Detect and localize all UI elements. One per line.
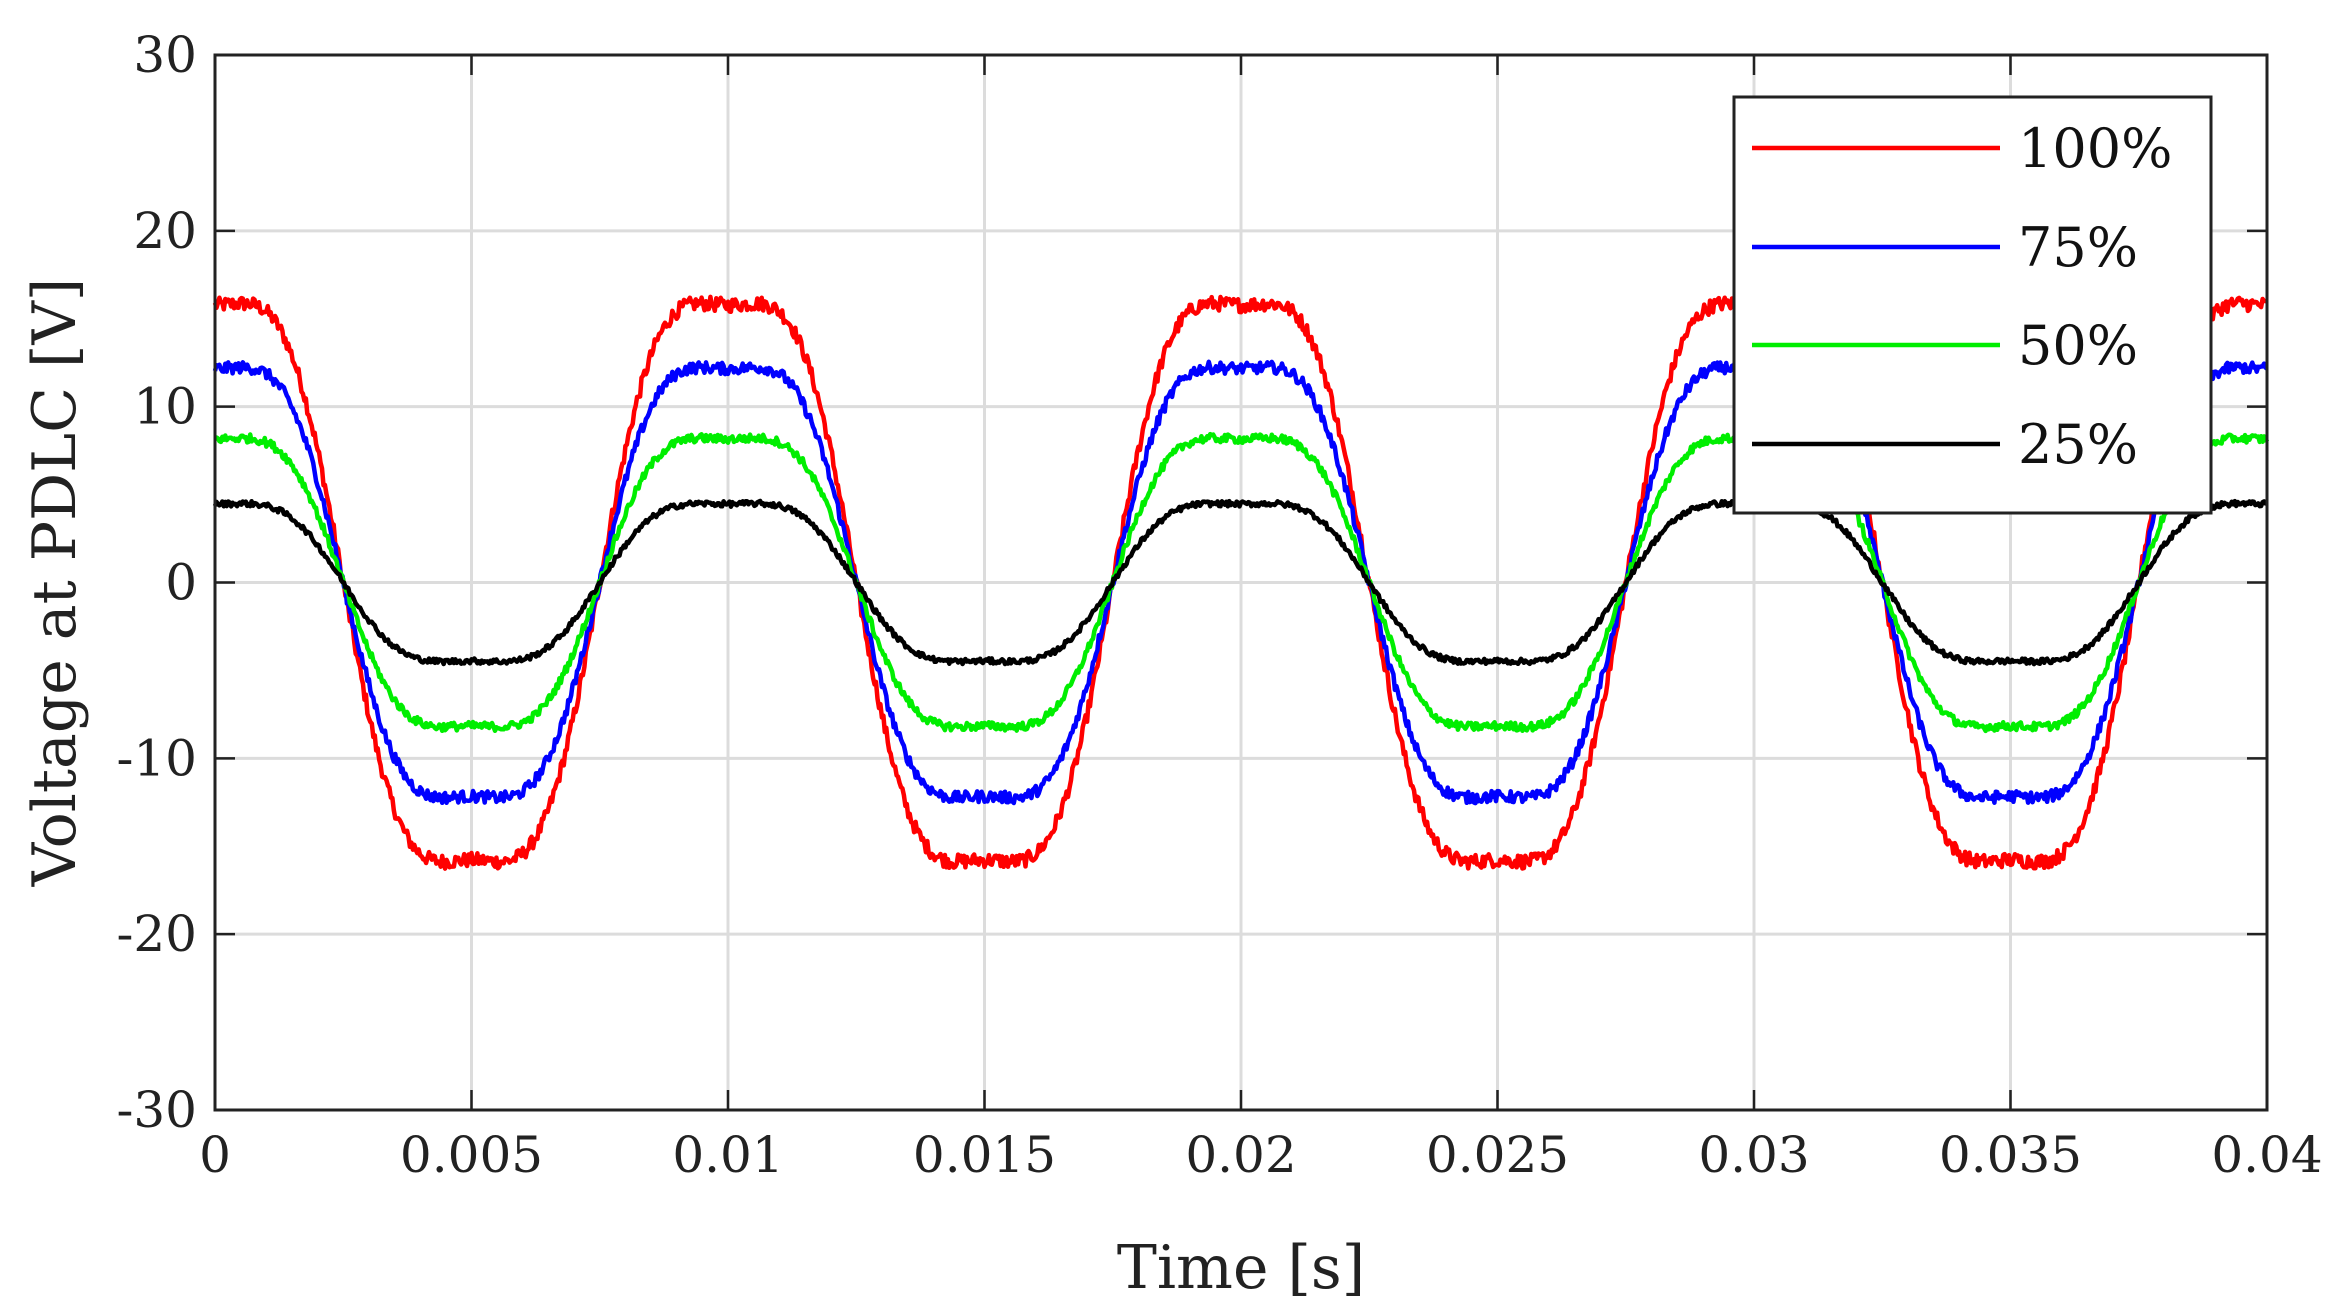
y-tick-label: -20: [116, 905, 197, 963]
x-tick-label: 0.03: [1698, 1126, 1809, 1184]
legend-label: 25%: [2018, 413, 2138, 476]
tick-labels: 0 0.005 0.01 0.015 0.02 0.025 0.03 0.035 0.04 30 2…: [116, 26, 2322, 1184]
x-axis-title: Time [s]: [1117, 1233, 1365, 1303]
series-line-50pct: [214, 431, 2270, 734]
legend-label: 50%: [2018, 314, 2138, 377]
y-tick-label: 30: [133, 26, 197, 84]
series-layer: [212, 294, 2270, 871]
series-line-75pct: [212, 359, 2269, 806]
y-tick-label: -10: [116, 729, 197, 787]
grid: [215, 55, 2267, 1110]
x-tick-label: 0.02: [1185, 1126, 1296, 1184]
y-axis-title: Voltage at PDLC [V]: [20, 278, 90, 887]
legend-label: 75%: [2018, 216, 2138, 279]
x-tick-label: 0: [199, 1126, 231, 1184]
series-line-25pct: [212, 498, 2268, 667]
ticks: [213, 53, 2269, 1112]
series-line-100pct: [212, 294, 2268, 871]
x-tick-label: 0.015: [913, 1126, 1056, 1184]
x-tick-label: 0.025: [1426, 1126, 1569, 1184]
x-tick-label: 0.005: [400, 1126, 543, 1184]
x-tick-label: 0.035: [1939, 1126, 2082, 1184]
y-tick-label: 0: [165, 554, 197, 612]
y-tick-label: -30: [116, 1081, 197, 1139]
legend-label: 100%: [2018, 117, 2172, 180]
x-tick-label: 0.01: [672, 1126, 783, 1184]
y-tick-label: 20: [133, 202, 197, 260]
legend: 100% 75% 50% 25%: [1732, 95, 2213, 515]
y-tick-label: 10: [133, 378, 197, 436]
x-tick-label: 0.04: [2211, 1126, 2322, 1184]
